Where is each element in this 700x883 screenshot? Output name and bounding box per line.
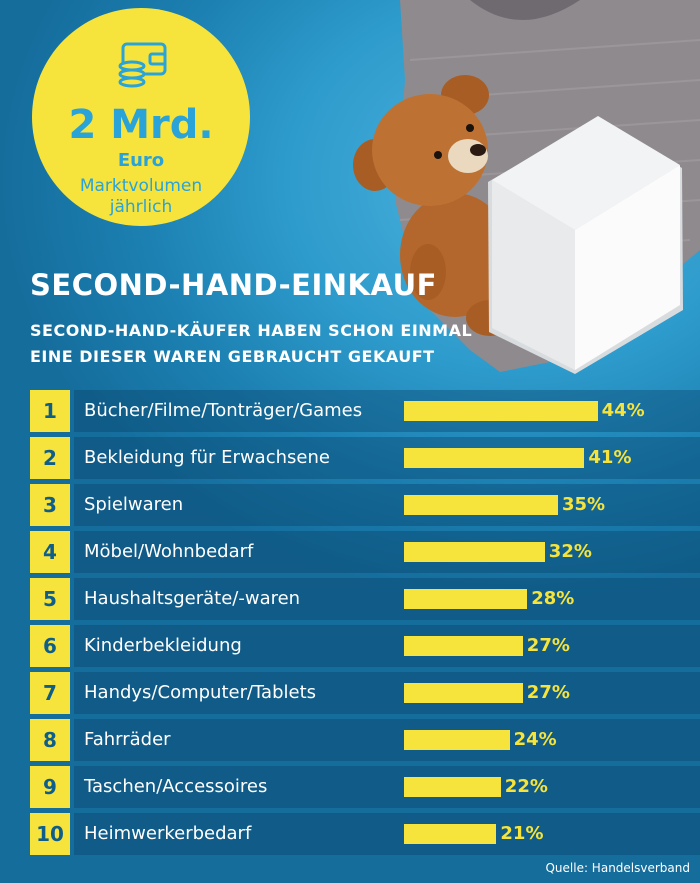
row-band xyxy=(74,766,700,808)
source-note: Quelle: Handelsverband xyxy=(545,861,690,875)
value-label: 27% xyxy=(526,682,570,703)
value-bar xyxy=(404,824,497,844)
value-label: 28% xyxy=(531,588,575,609)
caption-line-2: jährlich xyxy=(109,197,173,217)
subtitle-line-2: EINE DIESER WAREN GEBRAUCHT GEKAUFT xyxy=(30,347,435,366)
market-volume-badge: 2 Mrd. Euro Marktvolumen jährlich xyxy=(32,8,250,226)
ranking-row: 2 Bekleidung für Erwachsene 41% xyxy=(30,437,700,479)
value-bar xyxy=(404,683,523,703)
market-volume-unit: Euro xyxy=(117,150,165,171)
value-bar xyxy=(404,542,545,562)
value-label: 35% xyxy=(562,494,606,515)
chart-title: SECOND-HAND-EINKAUF xyxy=(30,268,437,302)
ranking-row: 1 Bücher/Filme/Tonträger/Games 44% xyxy=(30,390,700,432)
category-label: Heimwerkerbedarf xyxy=(84,823,252,844)
category-label: Kinderbekleidung xyxy=(84,635,242,656)
row-band xyxy=(74,578,700,620)
value-bar xyxy=(404,777,501,797)
value-label: 27% xyxy=(526,635,570,656)
rank-number: 9 xyxy=(30,766,70,808)
category-label: Haushaltsgeräte/-waren xyxy=(84,588,301,609)
market-volume-value: 2 Mrd. xyxy=(68,102,214,148)
ranking-row: 3 Spielwaren 35% xyxy=(30,484,700,526)
value-bar xyxy=(404,589,528,609)
rank-number: 1 xyxy=(30,390,70,432)
teddy-bear-icon xyxy=(353,75,514,336)
row-band xyxy=(74,531,700,573)
row-band xyxy=(74,484,700,526)
value-label: 32% xyxy=(548,541,592,562)
value-bar xyxy=(404,401,598,421)
row-band xyxy=(74,437,700,479)
category-label: Handys/Computer/Tablets xyxy=(84,682,317,703)
ranking-row: 6 Kinderbekleidung 27% xyxy=(30,625,700,667)
value-label: 44% xyxy=(601,400,645,421)
category-label: Fahrräder xyxy=(84,729,171,750)
rank-number: 6 xyxy=(30,625,70,667)
row-band xyxy=(74,813,700,855)
rank-number: 5 xyxy=(30,578,70,620)
rank-number: 3 xyxy=(30,484,70,526)
ranking-bar-chart: 1 Bücher/Filme/Tonträger/Games 44% 2 Bekleid… xyxy=(30,390,700,860)
value-label: 24% xyxy=(513,729,557,750)
category-label: Bekleidung für Erwachsene xyxy=(84,447,330,468)
ranking-row: 7 Handys/Computer/Tablets 27% xyxy=(30,672,700,714)
ranking-row: 4 Möbel/Wohnbedarf 32% xyxy=(30,531,700,573)
value-label: 22% xyxy=(504,776,548,797)
ranking-row: 10 Heimwerkerbedarf 21% xyxy=(30,813,700,855)
value-label: 41% xyxy=(588,447,632,468)
chart-subtitle: SECOND-HAND-KÄUFER HABEN SCHON EINMAL EI… xyxy=(30,318,550,370)
value-bar xyxy=(404,448,585,468)
row-band xyxy=(74,719,700,761)
value-bar xyxy=(404,636,523,656)
value-label: 21% xyxy=(500,823,544,844)
caption-line-1: Marktvolumen xyxy=(79,176,203,196)
subtitle-line-1: SECOND-HAND-KÄUFER HABEN SCHON EINMAL xyxy=(30,321,473,340)
ranking-row: 8 Fahrräder 24% xyxy=(30,719,700,761)
row-band xyxy=(74,625,700,667)
value-bar xyxy=(404,495,558,515)
rank-number: 8 xyxy=(30,719,70,761)
row-band xyxy=(74,672,700,714)
market-volume-caption: Marktvolumen jährlich xyxy=(32,176,250,218)
category-label: Möbel/Wohnbedarf xyxy=(84,541,254,562)
rank-number: 10 xyxy=(30,813,70,855)
rank-number: 2 xyxy=(30,437,70,479)
ranking-row: 5 Haushaltsgeräte/-waren 28% xyxy=(30,578,700,620)
ranking-row: 9 Taschen/Accessoires 22% xyxy=(30,766,700,808)
rank-number: 4 xyxy=(30,531,70,573)
rank-number: 7 xyxy=(30,672,70,714)
category-label: Bücher/Filme/Tonträger/Games xyxy=(84,400,363,421)
category-label: Spielwaren xyxy=(84,494,184,515)
category-label: Taschen/Accessoires xyxy=(84,776,268,797)
wallet-coins-icon xyxy=(118,42,167,88)
value-bar xyxy=(404,730,510,750)
book-icon xyxy=(488,116,683,374)
